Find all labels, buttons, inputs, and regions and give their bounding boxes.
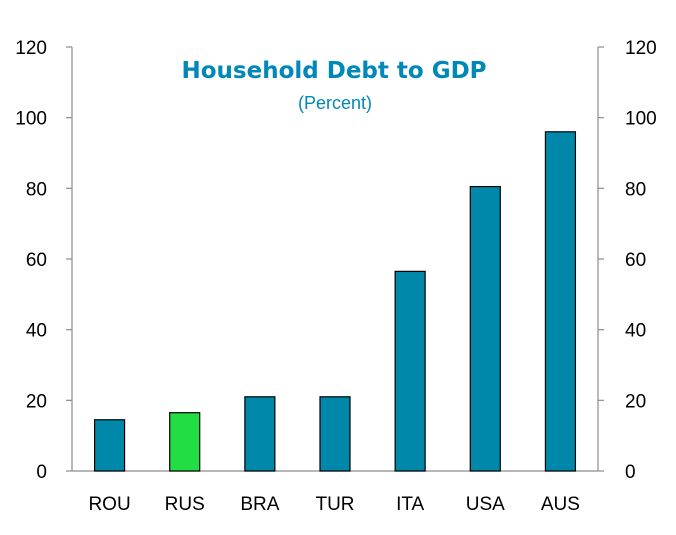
x-tick-label-rus: RUS	[165, 494, 205, 515]
bar-usa	[469, 185, 501, 472]
left-y-axis: 0 20 40 60 80 100 120	[15, 38, 72, 483]
bar-rus	[169, 412, 201, 472]
chart-title: Household Debt to GDP	[181, 58, 486, 84]
x-tick-label-aus: AUS	[541, 494, 580, 515]
bar-bra	[244, 396, 276, 472]
x-tick-label-usa: USA	[466, 494, 505, 515]
right-y-axis: 0 20 40 60 80 100 120	[598, 38, 657, 483]
right-y-tick-label: 0	[625, 462, 636, 483]
left-y-tick-label: 40	[26, 321, 47, 342]
left-y-tick-label: 20	[26, 391, 47, 412]
right-y-tick-label: 60	[625, 250, 646, 271]
bar-aus	[544, 131, 577, 472]
bar-ita	[394, 270, 426, 472]
bar-tur	[319, 396, 351, 472]
right-y-tick-label: 40	[625, 321, 646, 342]
bar-rou	[93, 419, 126, 472]
x-tick-label-bra: BRA	[240, 494, 279, 515]
bars-layer	[93, 131, 577, 472]
right-y-tick-label: 120	[625, 38, 657, 59]
right-y-tick-label: 80	[625, 179, 646, 200]
left-y-tick-label: 80	[26, 179, 47, 200]
left-y-tick-label: 0	[36, 462, 47, 483]
right-y-tick-label: 100	[625, 109, 657, 130]
right-y-tick-label: 20	[625, 391, 646, 412]
chart-subtitle: (Percent)	[298, 93, 372, 113]
left-y-tick-label: 60	[26, 250, 47, 271]
x-tick-label-tur: TUR	[315, 494, 354, 515]
x-tick-label-ita: ITA	[396, 494, 424, 515]
x-axis: ROU RUS BRA TUR ITA USA AUS	[88, 494, 580, 515]
left-y-tick-label: 100	[15, 109, 47, 130]
x-tick-label-rou: ROU	[88, 494, 130, 515]
left-y-tick-label: 120	[15, 38, 47, 59]
